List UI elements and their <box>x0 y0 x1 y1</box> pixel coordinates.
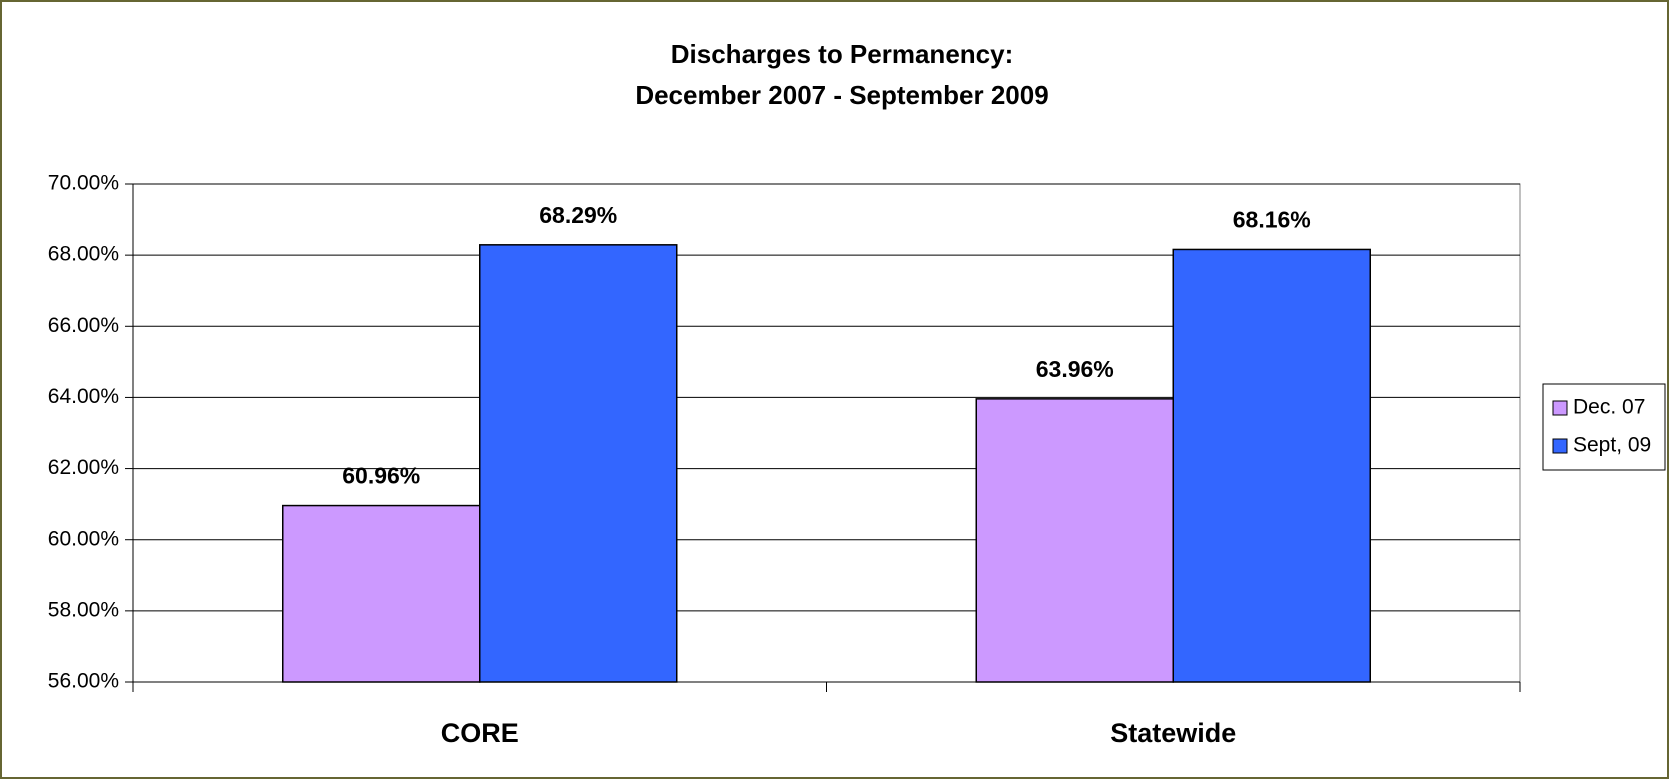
value-label: 63.96% <box>1036 356 1114 382</box>
y-tick-label: 64.00% <box>48 385 119 408</box>
y-tick-label: 62.00% <box>48 456 119 479</box>
legend-label: Dec. 07 <box>1573 396 1645 419</box>
y-tick-label: 68.00% <box>48 243 119 266</box>
chart-title: Discharges to Permanency: <box>671 39 1013 69</box>
legend-swatch <box>1552 438 1568 454</box>
legend-box <box>1542 383 1666 471</box>
value-label: 68.29% <box>539 202 617 228</box>
x-tick-label: Statewide <box>1110 718 1236 748</box>
chart-subtitle: December 2007 - September 2009 <box>635 80 1048 110</box>
bar <box>282 504 481 683</box>
y-tick-label: 70.00% <box>48 172 119 195</box>
legend-swatch <box>1552 400 1568 416</box>
value-label: 68.16% <box>1233 207 1311 233</box>
value-label: 60.96% <box>342 463 420 489</box>
legend-label: Sept, 09 <box>1573 434 1651 457</box>
y-tick-label: 56.00% <box>48 670 119 693</box>
bar <box>975 398 1174 683</box>
x-tick-label: CORE <box>441 718 519 748</box>
y-tick-label: 58.00% <box>48 598 119 621</box>
bar <box>479 244 678 683</box>
y-tick-label: 60.00% <box>48 527 119 550</box>
y-tick-label: 66.00% <box>48 314 119 337</box>
bar <box>1172 248 1371 683</box>
